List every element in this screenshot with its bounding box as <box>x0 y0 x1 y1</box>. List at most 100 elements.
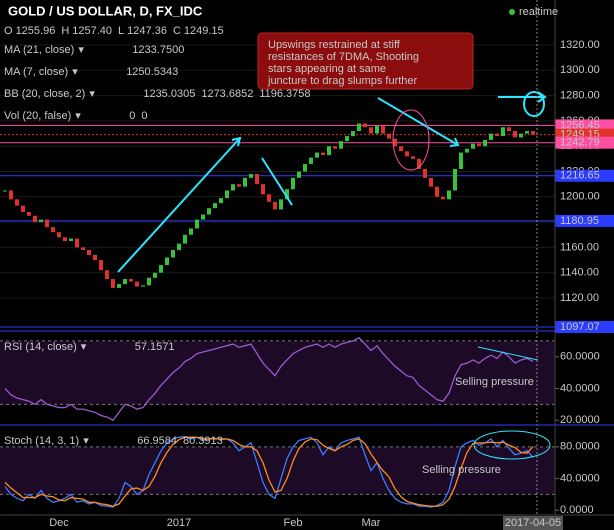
candle <box>111 279 115 288</box>
candle <box>459 152 463 169</box>
price-label-bg <box>555 214 614 227</box>
candle <box>207 208 211 215</box>
y-tick-label: 40.0000 <box>560 472 600 484</box>
candle <box>9 190 13 200</box>
candle <box>441 196 445 200</box>
y-tick-label: 80.0000 <box>560 441 600 453</box>
candle <box>399 146 403 152</box>
candle <box>45 219 49 228</box>
candle <box>51 227 55 233</box>
x-tick-label: 2017-04-05 <box>505 517 561 529</box>
price-label: 1242.79 <box>560 137 600 149</box>
annotation-text: Selling pressure <box>422 464 501 476</box>
annotation-text: resistances of 7DMA, Shooting <box>268 51 419 63</box>
candle <box>135 281 139 287</box>
price-label-bg <box>555 169 614 182</box>
drawings <box>117 91 551 460</box>
candle <box>249 174 253 178</box>
arrow <box>477 346 539 361</box>
candle <box>243 177 247 187</box>
candle <box>363 123 367 128</box>
candle <box>117 284 121 288</box>
candle <box>129 279 133 282</box>
annotation-box <box>257 32 474 90</box>
ohlc-value: 1255.96 <box>16 25 56 37</box>
highlight-circle <box>473 430 551 460</box>
candle <box>489 133 493 140</box>
ohlc-value: 1247.36 <box>127 25 167 37</box>
candle <box>81 247 85 250</box>
legend-label: MA (7, close) <box>4 66 68 78</box>
candle <box>141 285 145 287</box>
legend-value: 1196.3758 <box>259 88 310 100</box>
candle <box>153 272 157 278</box>
legend-menu: ▾ <box>72 66 78 78</box>
candle <box>297 171 301 178</box>
y-tick-label: 1200.00 <box>560 191 600 203</box>
y-tick-label: 20.0000 <box>560 414 600 426</box>
candle <box>3 190 7 192</box>
candle <box>333 146 337 149</box>
candle <box>417 158 421 169</box>
annotation-text: Upswings restrained at stiff <box>268 39 401 51</box>
candle <box>159 265 163 273</box>
ohlc-name: C <box>173 25 181 37</box>
candle <box>261 184 265 195</box>
candle <box>453 168 457 191</box>
ohlc-value: 1249.15 <box>184 25 224 37</box>
legend-menu: ▾ <box>89 88 95 100</box>
candle <box>471 143 475 149</box>
candle <box>435 186 439 197</box>
legend-value: 57.1571 <box>135 341 175 353</box>
candle <box>357 123 361 132</box>
candle <box>171 249 175 258</box>
candle <box>375 125 379 134</box>
y-tick-label: 1300.00 <box>560 64 600 76</box>
candle <box>369 127 373 134</box>
candle <box>63 237 67 242</box>
candle <box>213 203 217 209</box>
y-tick-label: 1140.00 <box>560 267 599 279</box>
candle <box>93 254 97 261</box>
arrow <box>261 157 293 206</box>
candle <box>513 131 517 138</box>
candle <box>147 277 151 286</box>
legend-value: 66.9584 <box>137 435 177 447</box>
candle <box>309 157 313 164</box>
candle <box>225 190 229 199</box>
candle <box>33 215 37 223</box>
ohlc-name: O <box>4 25 13 37</box>
candle <box>165 257 169 266</box>
x-tick-label: 2017 <box>167 517 191 529</box>
legend-value: 1250.5343 <box>126 66 178 78</box>
candle <box>411 156 415 159</box>
candle <box>531 131 535 135</box>
candle <box>525 131 529 134</box>
legend-menu: ▾ <box>78 44 84 56</box>
candle <box>15 199 19 206</box>
candle <box>123 279 127 285</box>
chart-title: GOLD / US DOLLAR, D, FX_IDC <box>8 3 203 18</box>
indicator-line <box>4 336 534 422</box>
candle <box>483 139 487 147</box>
legend-label: BB (20, close, 2) <box>4 88 85 100</box>
x-tick-label: Feb <box>284 517 303 529</box>
ohlc-name: L <box>118 25 124 37</box>
price-label-bg <box>555 136 614 149</box>
status: realtime <box>519 6 558 18</box>
candle <box>351 131 355 137</box>
price-label-bg <box>555 119 614 132</box>
price-label: 1256.45 <box>560 119 600 131</box>
candle <box>75 238 79 248</box>
date-label-bg <box>503 516 563 530</box>
candle <box>279 199 283 210</box>
band <box>0 446 555 495</box>
ohlc-value: 1257.40 <box>72 25 112 37</box>
candle <box>195 219 199 229</box>
candle <box>231 184 235 191</box>
candle <box>303 163 307 172</box>
x-tick-label: Mar <box>362 517 381 529</box>
candle <box>291 177 295 190</box>
candle <box>21 205 25 212</box>
candle <box>219 198 223 204</box>
